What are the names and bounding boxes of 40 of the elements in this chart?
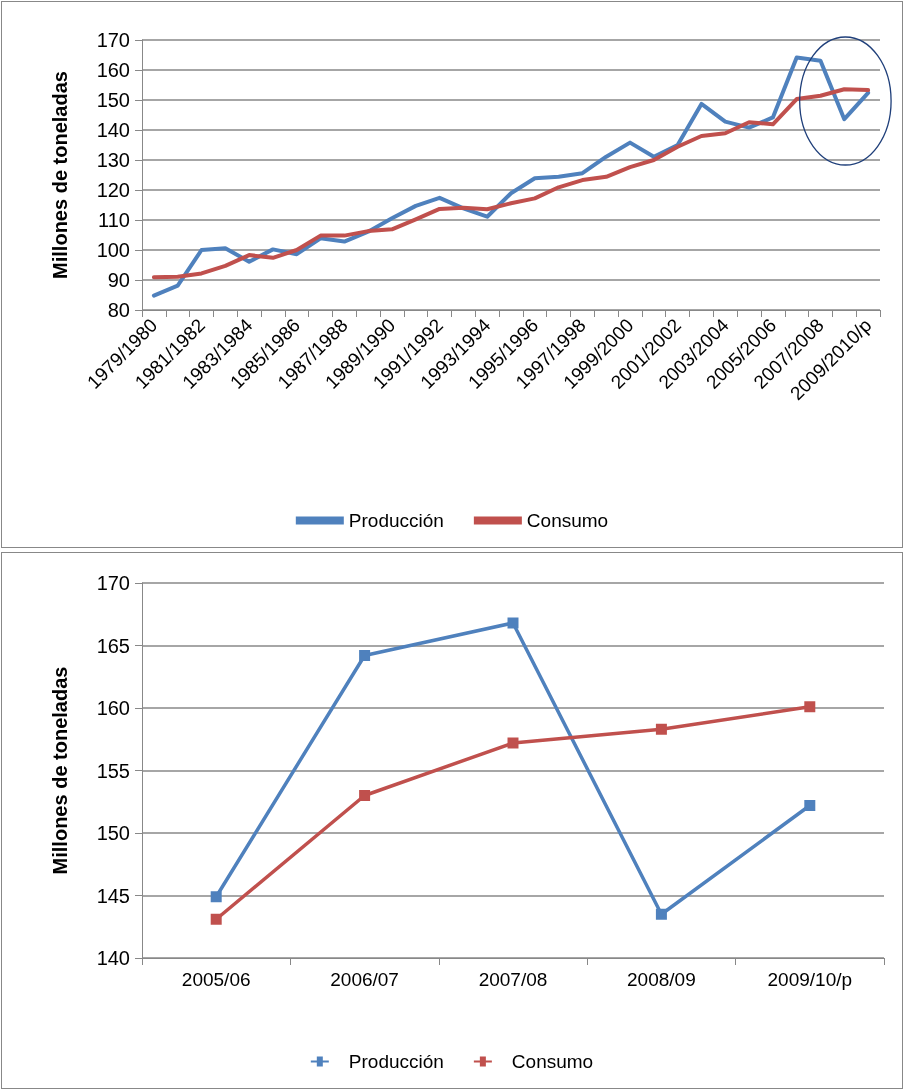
line-series bbox=[151, 87, 871, 280]
point bbox=[655, 723, 667, 735]
y-tick-label: 130 bbox=[96, 149, 130, 171]
y-tick-label: 100 bbox=[96, 239, 130, 261]
y-tick-label: 170 bbox=[96, 572, 130, 594]
y-axis-title: Millones de toneladas bbox=[49, 666, 71, 875]
y-tick-label: 150 bbox=[96, 89, 130, 111]
point bbox=[359, 650, 371, 661]
x-tick-label: 2008/09 bbox=[627, 969, 696, 990]
x-tick-label: 2006/07 bbox=[330, 969, 399, 990]
point bbox=[210, 891, 222, 903]
y-tick-label: 140 bbox=[96, 119, 130, 141]
y-tick-label: 155 bbox=[96, 759, 130, 782]
legend-label: Consumo bbox=[511, 1051, 594, 1072]
legend-label: Consumo bbox=[526, 510, 609, 531]
legend-label: Producción bbox=[348, 1051, 444, 1072]
y-tick-label: 160 bbox=[96, 59, 130, 81]
point bbox=[507, 617, 519, 629]
point bbox=[655, 908, 667, 920]
y-tick-label: 160 bbox=[96, 697, 130, 719]
y-tick-label: 90 bbox=[107, 269, 130, 291]
x-tick-label: 2005/06 bbox=[181, 969, 251, 990]
y-tick-label: 80 bbox=[107, 299, 130, 321]
x-tick-label: 2009/10/p bbox=[767, 969, 853, 990]
line-series bbox=[151, 55, 871, 298]
y-tick-label: 165 bbox=[96, 634, 130, 657]
point bbox=[210, 913, 222, 925]
y-tick-label: 150 bbox=[96, 822, 130, 844]
y-tick-label: 145 bbox=[96, 884, 130, 907]
point bbox=[359, 790, 371, 801]
legend-label: Producción bbox=[348, 510, 444, 531]
point bbox=[507, 737, 519, 749]
x-tick-label: 2007/08 bbox=[478, 969, 548, 990]
y-tick-label: 120 bbox=[96, 179, 130, 201]
y-tick-label: 140 bbox=[96, 947, 130, 969]
y-tick-label: 170 bbox=[96, 29, 130, 51]
y-axis-title: Millones de toneladas bbox=[49, 71, 71, 279]
point bbox=[804, 800, 816, 811]
y-tick-label: 110 bbox=[98, 209, 130, 231]
point bbox=[804, 701, 816, 713]
